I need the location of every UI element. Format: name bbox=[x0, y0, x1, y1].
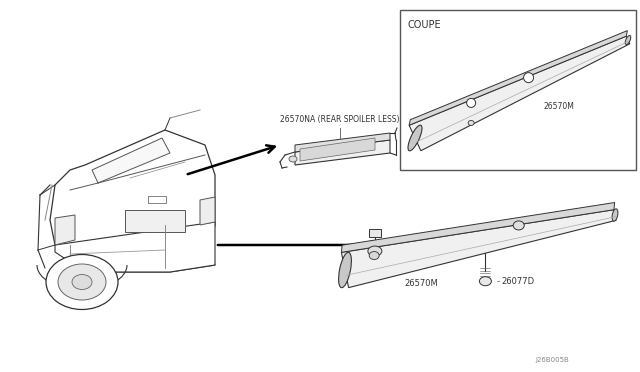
Ellipse shape bbox=[513, 221, 524, 230]
Text: COUPE: COUPE bbox=[408, 20, 442, 30]
Ellipse shape bbox=[468, 121, 474, 125]
Ellipse shape bbox=[467, 99, 476, 108]
Polygon shape bbox=[300, 138, 375, 161]
Text: 26570NA (REAR SPOILER LESS): 26570NA (REAR SPOILER LESS) bbox=[280, 115, 399, 124]
Text: J26B005B: J26B005B bbox=[535, 357, 569, 363]
Ellipse shape bbox=[339, 252, 351, 288]
Ellipse shape bbox=[46, 254, 118, 310]
Ellipse shape bbox=[479, 277, 492, 286]
Polygon shape bbox=[409, 31, 627, 125]
Text: 26570M: 26570M bbox=[543, 102, 574, 111]
Ellipse shape bbox=[369, 251, 379, 260]
Ellipse shape bbox=[72, 275, 92, 289]
Ellipse shape bbox=[58, 264, 106, 300]
Polygon shape bbox=[295, 133, 390, 152]
Polygon shape bbox=[341, 210, 616, 288]
Ellipse shape bbox=[524, 73, 534, 83]
Polygon shape bbox=[55, 215, 75, 245]
Polygon shape bbox=[92, 138, 170, 183]
Ellipse shape bbox=[612, 209, 618, 221]
Ellipse shape bbox=[289, 156, 297, 162]
Ellipse shape bbox=[408, 125, 422, 151]
Text: 26570M: 26570M bbox=[404, 279, 438, 288]
Bar bbox=[400, 10, 636, 170]
Bar bbox=[148, 196, 166, 203]
Bar bbox=[369, 229, 381, 237]
Polygon shape bbox=[341, 202, 614, 252]
Text: 26077D: 26077D bbox=[501, 277, 534, 286]
Ellipse shape bbox=[625, 35, 631, 45]
Polygon shape bbox=[55, 222, 215, 272]
Polygon shape bbox=[50, 130, 215, 272]
Polygon shape bbox=[295, 140, 390, 165]
Ellipse shape bbox=[368, 246, 382, 256]
Bar bbox=[125, 210, 185, 232]
Polygon shape bbox=[409, 36, 630, 151]
Polygon shape bbox=[200, 197, 215, 225]
